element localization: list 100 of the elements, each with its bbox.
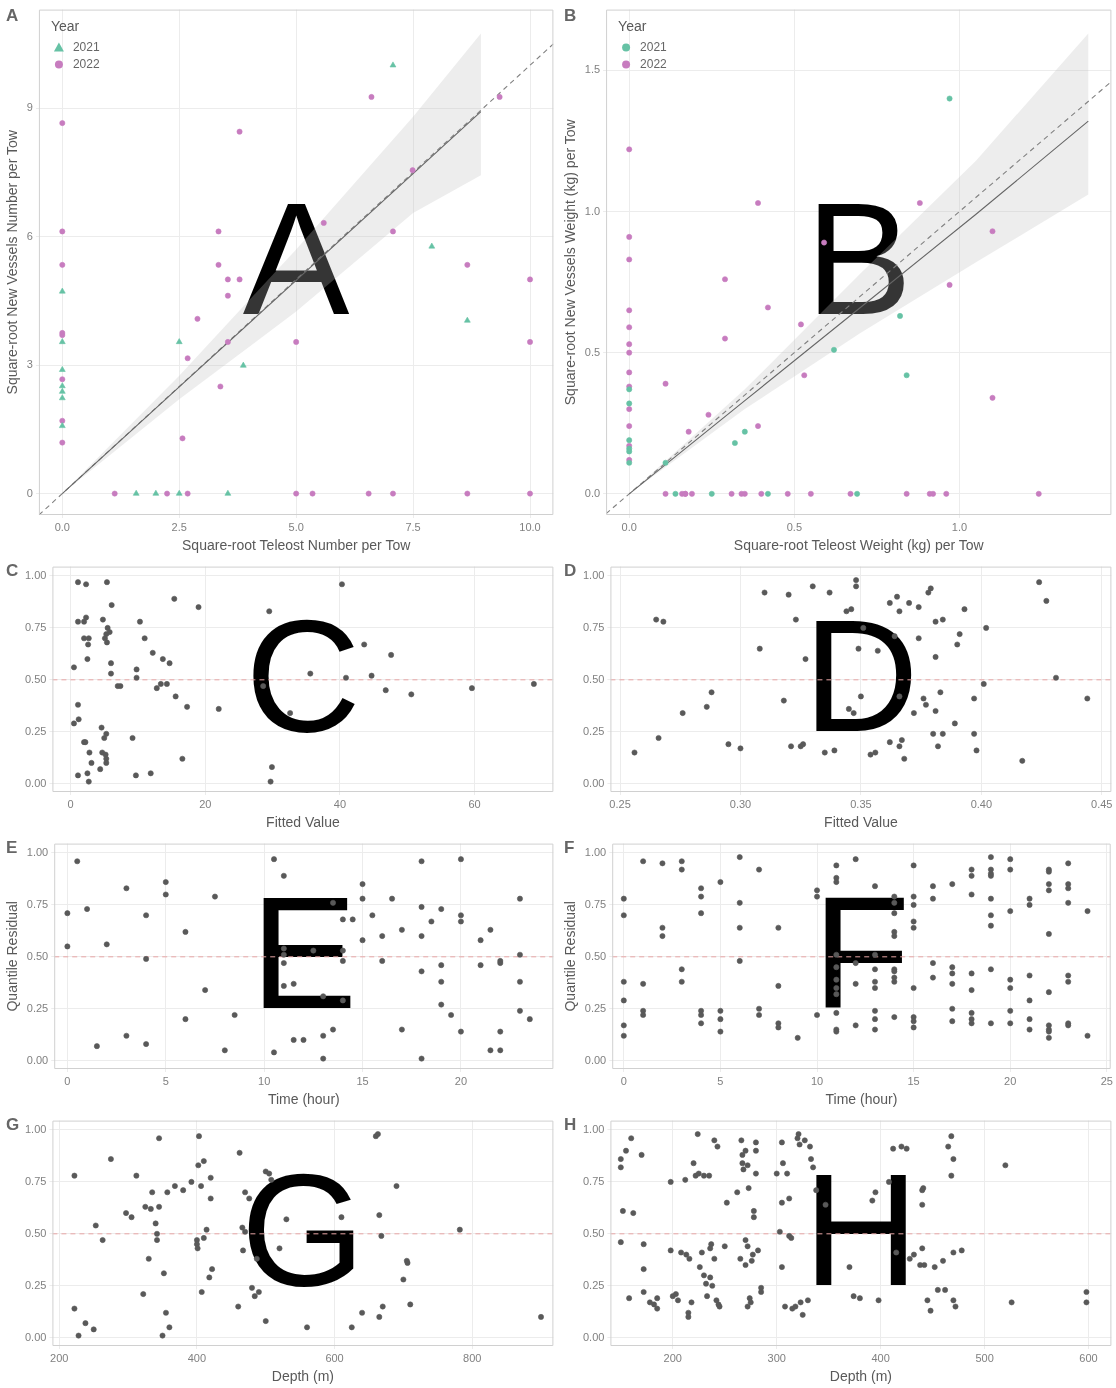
x-tick-label: 0.45 xyxy=(1091,797,1113,810)
annotation: E xyxy=(250,863,358,1043)
y-tick-label: 1.00 xyxy=(24,1122,47,1135)
y-tick-label: 0.00 xyxy=(24,776,47,789)
chart-title: C xyxy=(6,561,19,581)
y-tick-label: 0.75 xyxy=(582,620,605,633)
x-axis-title: Depth (m) xyxy=(271,1368,335,1385)
y-tick-label: 1.00 xyxy=(584,845,607,858)
x-tick-label: 60 xyxy=(468,797,481,810)
legend-title: Year xyxy=(618,18,647,35)
x-tick-label: 10 xyxy=(810,1074,824,1087)
x-tick-label: 0.25 xyxy=(609,797,631,810)
annotation: C xyxy=(245,586,361,766)
y-tick-label: 1.00 xyxy=(24,568,47,581)
y-tick-label: 0.0 xyxy=(584,486,601,499)
x-tick-label: 10.0 xyxy=(519,520,541,533)
y-axis-title: Quantile Residual xyxy=(562,901,579,1012)
y-tick-label: 1.5 xyxy=(584,63,601,76)
x-tick-label: 20 xyxy=(199,797,212,810)
x-tick-label: 20 xyxy=(454,1074,468,1087)
y-tick-label: 0.00 xyxy=(584,1053,607,1066)
x-tick-label: 400 xyxy=(871,1351,890,1364)
x-tick-label: 10 xyxy=(258,1074,271,1087)
y-tick-label: 0.25 xyxy=(26,1001,49,1014)
y-tick-label: 0.50 xyxy=(582,1226,605,1239)
y-tick-label: 1.00 xyxy=(582,1122,605,1135)
x-tick-label: 5 xyxy=(162,1074,169,1087)
chart-title: D xyxy=(564,561,577,581)
x-tick-label: 2.5 xyxy=(171,520,187,533)
x-tick-label: 5.0 xyxy=(288,520,304,533)
annotation: H xyxy=(803,1140,919,1320)
x-axis-title: Time (hour) xyxy=(825,1091,898,1108)
y-tick-label: 0 xyxy=(26,486,33,499)
x-tick-label: 1.0 xyxy=(951,520,968,533)
x-tick-label: 200 xyxy=(50,1351,69,1364)
x-tick-label: 25 xyxy=(1100,1074,1113,1087)
x-tick-label: 500 xyxy=(975,1351,994,1364)
legend-label: 2021 xyxy=(640,39,668,54)
y-tick-label: 0.50 xyxy=(24,1226,47,1239)
x-tick-label: 7.5 xyxy=(405,520,421,533)
y-tick-label: 0.00 xyxy=(24,1330,47,1343)
legend-title: Year xyxy=(50,18,80,35)
x-tick-label: 200 xyxy=(663,1351,682,1364)
chart-title: F xyxy=(564,838,575,858)
legend-label: 2021 xyxy=(72,39,100,54)
y-axis-title: Square-root New Vessels Weight (kg) per Tow xyxy=(562,118,579,406)
x-tick-label: 0.0 xyxy=(621,520,637,533)
y-tick-label: 0.00 xyxy=(582,776,605,789)
y-tick-label: 0.50 xyxy=(582,672,605,685)
chart-title: H xyxy=(564,1115,577,1135)
x-axis-title: Depth (m) xyxy=(829,1368,893,1385)
x-tick-label: 20 xyxy=(1004,1074,1017,1087)
annotation: D xyxy=(803,586,919,766)
y-tick-label: 0.25 xyxy=(582,1278,605,1291)
x-axis-title: Time (hour) xyxy=(267,1091,340,1108)
y-tick-label: 1.00 xyxy=(582,568,605,581)
annotation: A xyxy=(242,169,350,349)
y-tick-label: 9 xyxy=(26,101,33,114)
y-tick-label: 0.50 xyxy=(26,949,49,962)
x-tick-label: 15 xyxy=(356,1074,369,1087)
annotation: B xyxy=(805,169,913,349)
x-tick-label: 0.40 xyxy=(970,797,993,810)
y-tick-label: 3 xyxy=(26,358,33,371)
x-tick-label: 0 xyxy=(620,1074,627,1087)
y-tick-label: 6 xyxy=(26,229,33,242)
y-tick-label: 0.50 xyxy=(584,949,607,962)
x-tick-label: 600 xyxy=(325,1351,344,1364)
legend-label: 2022 xyxy=(640,56,668,71)
chart-title: G xyxy=(6,1115,20,1135)
y-tick-label: 0.5 xyxy=(584,345,601,358)
chart-title: E xyxy=(6,838,18,858)
x-axis-title: Fitted Value xyxy=(824,814,898,831)
x-tick-label: 600 xyxy=(1079,1351,1098,1364)
y-tick-label: 1.0 xyxy=(584,204,601,217)
x-tick-label: 800 xyxy=(463,1351,482,1364)
y-tick-label: 0.00 xyxy=(26,1053,49,1066)
y-tick-label: 0.25 xyxy=(584,1001,607,1014)
x-tick-label: 400 xyxy=(187,1351,207,1364)
x-tick-label: 0.35 xyxy=(850,797,872,810)
y-tick-label: 0.75 xyxy=(24,620,47,633)
y-tick-label: 0.75 xyxy=(584,897,607,910)
y-axis-title: Quantile Residual xyxy=(4,901,21,1012)
annotation: F xyxy=(812,863,911,1043)
legend-label: 2022 xyxy=(72,56,100,71)
x-axis-title: Fitted Value xyxy=(266,814,340,831)
x-tick-label: 0.5 xyxy=(786,520,802,533)
x-tick-label: 0.30 xyxy=(729,797,752,810)
x-tick-label: 40 xyxy=(333,797,347,810)
y-tick-label: 0.50 xyxy=(24,672,47,685)
x-tick-label: 0 xyxy=(64,1074,71,1087)
x-tick-label: 5 xyxy=(717,1074,724,1087)
chart-title: B xyxy=(564,6,577,26)
x-tick-label: 300 xyxy=(767,1351,786,1364)
x-tick-label: 0.0 xyxy=(54,520,70,533)
x-tick-label: 15 xyxy=(907,1074,920,1087)
x-tick-label: 0 xyxy=(67,797,74,810)
annotation: G xyxy=(240,1140,366,1320)
y-tick-label: 0.25 xyxy=(582,724,605,737)
y-tick-label: 0.25 xyxy=(24,1278,47,1291)
y-tick-label: 0.00 xyxy=(582,1330,605,1343)
